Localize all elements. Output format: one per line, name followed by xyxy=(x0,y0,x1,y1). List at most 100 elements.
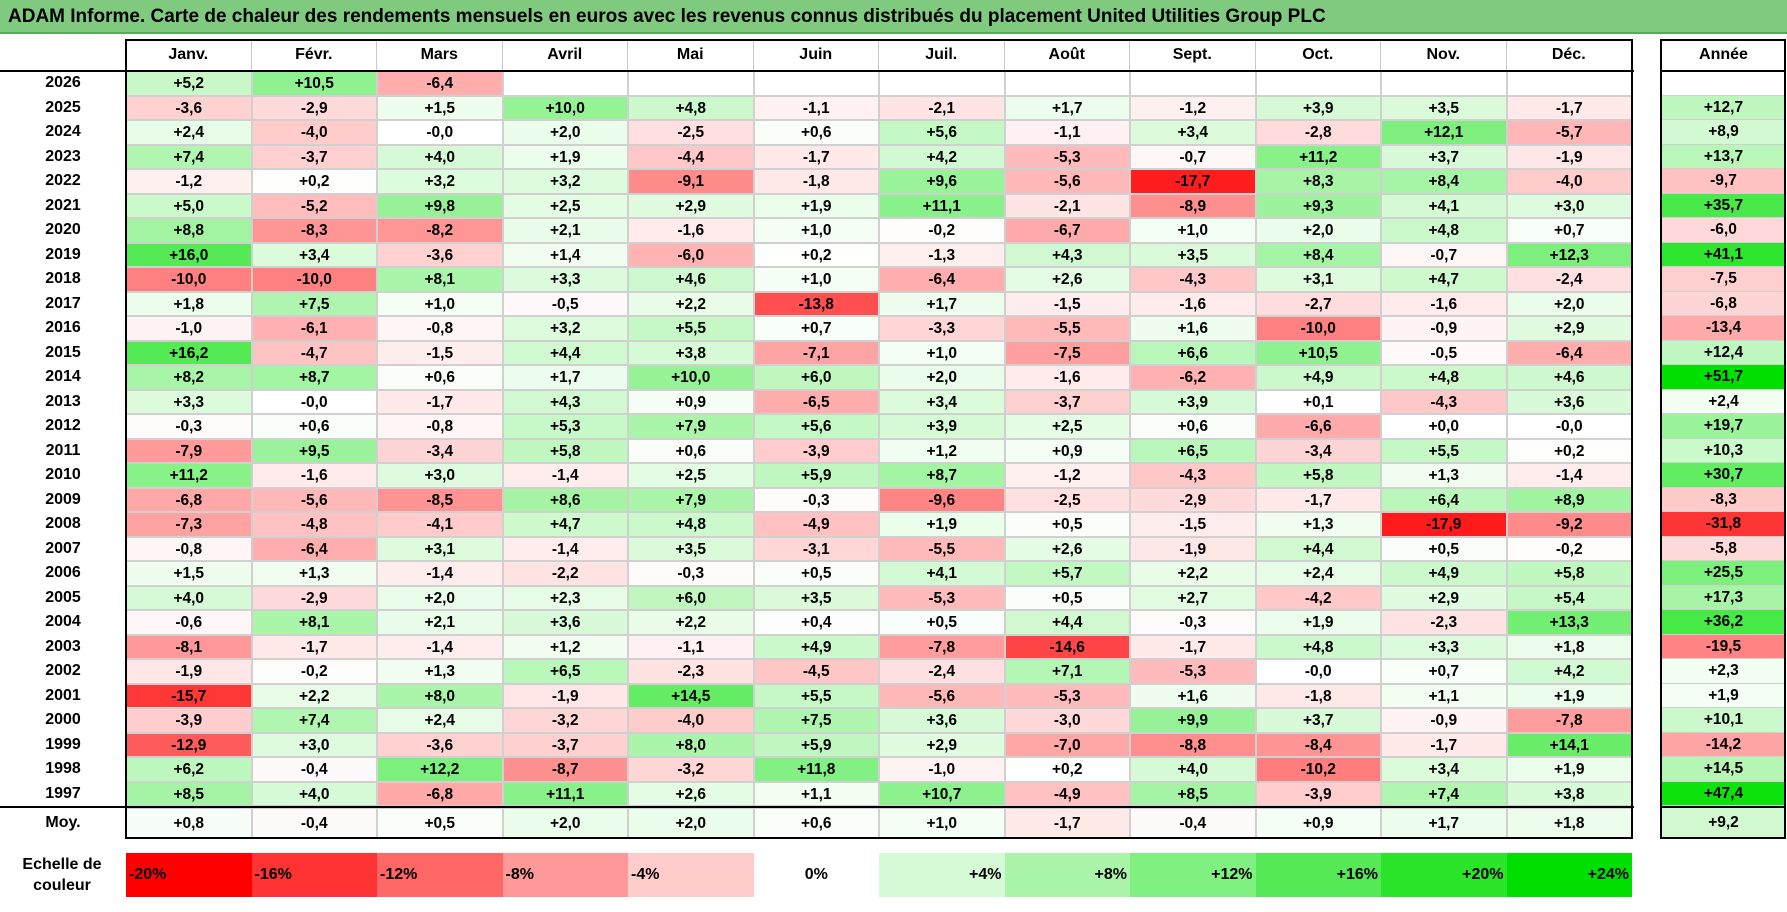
heatmap-cell: +1,3 xyxy=(1255,512,1381,537)
heatmap-cell: +1,2 xyxy=(879,438,1005,463)
header-divider xyxy=(1661,70,1786,72)
heatmap-cell: -1,4 xyxy=(502,536,628,561)
heatmap-cell: +1,5 xyxy=(126,561,252,586)
year-label: 2017 xyxy=(0,291,126,316)
heatmap-cell: -1,9 xyxy=(126,659,252,684)
heatmap-cell: +1,5 xyxy=(377,95,503,120)
heatmap-cell: +6,0 xyxy=(753,365,879,390)
heatmap-cell: -5,3 xyxy=(879,585,1005,610)
heatmap-cell: +4,4 xyxy=(1004,610,1130,635)
year-label: 2016 xyxy=(0,316,126,341)
heatmap-cell: +0,2 xyxy=(1506,438,1632,463)
heatmap-cell: +2,2 xyxy=(628,610,754,635)
heatmap-cell: -1,7 xyxy=(251,634,377,659)
heatmap-cell: +2,4 xyxy=(1255,561,1381,586)
heatmap-cell: -1,6 xyxy=(251,463,377,488)
heatmap-cell: +4,9 xyxy=(1381,561,1507,586)
heatmap-cell: -2,3 xyxy=(628,659,754,684)
heatmap-cell: +3,3 xyxy=(502,267,628,292)
heatmap-cell: +3,7 xyxy=(1255,708,1381,733)
heatmap-cell: -0,8 xyxy=(377,414,503,439)
heatmap-cell: +7,4 xyxy=(1381,781,1507,806)
heatmap-cell: +6,0 xyxy=(628,585,754,610)
year-label: 2001 xyxy=(0,683,126,708)
month-header: Nov. xyxy=(1381,40,1507,70)
annual-cell: +12,4 xyxy=(1661,340,1786,365)
heatmap-cell: +3,5 xyxy=(628,536,754,561)
heatmap-cell: +3,4 xyxy=(251,242,377,267)
heatmap-cell: +2,9 xyxy=(1381,585,1507,610)
heatmap-cell: -5,7 xyxy=(1506,120,1632,145)
heatmap-cell: -2,4 xyxy=(1506,267,1632,292)
heatmap-cell: +4,2 xyxy=(879,144,1005,169)
year-label: 2003 xyxy=(0,634,126,659)
heatmap-cell: +1,9 xyxy=(753,193,879,218)
heatmap-cell: +2,0 xyxy=(377,585,503,610)
heatmap-cell: -4,7 xyxy=(251,340,377,365)
month-header: Juin xyxy=(753,40,879,70)
heatmap-cell: +4,8 xyxy=(1381,218,1507,243)
heatmap-cell: +3,9 xyxy=(879,414,1005,439)
heatmap-cell: -1,5 xyxy=(1004,291,1130,316)
heatmap-cell: +0,5 xyxy=(753,561,879,586)
heatmap-cell: -5,5 xyxy=(879,536,1005,561)
heatmap-cell: -5,5 xyxy=(1004,316,1130,341)
heatmap-cell: +3,5 xyxy=(1381,95,1507,120)
heatmap-cell: +6,2 xyxy=(126,757,252,782)
year-label: 2021 xyxy=(0,193,126,218)
heatmap-cell: +0,5 xyxy=(879,610,1005,635)
heatmap-cell: +7,4 xyxy=(126,144,252,169)
heatmap-cell: -8,2 xyxy=(377,218,503,243)
year-label: 2009 xyxy=(0,487,126,512)
year-label: 2012 xyxy=(0,414,126,439)
heatmap-cell: -3,0 xyxy=(1004,708,1130,733)
heatmap-cell: +5,5 xyxy=(1381,438,1507,463)
heatmap-cell: +4,0 xyxy=(126,585,252,610)
heatmap-cell: +0,2 xyxy=(753,242,879,267)
heatmap-cell: +4,8 xyxy=(628,512,754,537)
heatmap-cell: -4,2 xyxy=(1255,585,1381,610)
heatmap-cell: +4,0 xyxy=(377,144,503,169)
heatmap-cell xyxy=(1381,71,1507,96)
heatmap-cell: -6,5 xyxy=(753,389,879,414)
annual-cell: -7,5 xyxy=(1661,267,1786,292)
heatmap-cell: +2,6 xyxy=(1004,267,1130,292)
heatmap-cell: -0,8 xyxy=(377,316,503,341)
month-header: Déc. xyxy=(1506,40,1632,70)
average-cell: -0,4 xyxy=(1130,808,1256,838)
heatmap-cell: +3,5 xyxy=(753,585,879,610)
heatmap-cell: -0,9 xyxy=(1381,708,1507,733)
heatmap-cell: +1,3 xyxy=(377,659,503,684)
heatmap-cell: +1,3 xyxy=(1381,463,1507,488)
heatmap-cell: -0,0 xyxy=(251,389,377,414)
year-label: 2026 xyxy=(0,71,126,96)
heatmap-cell: -1,7 xyxy=(1381,732,1507,757)
heatmap-cell: -4,4 xyxy=(628,144,754,169)
heatmap-cell: +7,5 xyxy=(251,291,377,316)
heatmap-cell: -0,8 xyxy=(126,536,252,561)
year-label: 2010 xyxy=(0,463,126,488)
heatmap-cell: +2,2 xyxy=(628,291,754,316)
heatmap-cell: -4,3 xyxy=(1130,463,1256,488)
heatmap-cell: +5,6 xyxy=(753,414,879,439)
heatmap-cell: +1,1 xyxy=(753,781,879,806)
heatmap-cell: +0,5 xyxy=(1004,512,1130,537)
heatmap-cell: +3,4 xyxy=(879,389,1005,414)
year-label: 1997 xyxy=(0,781,126,806)
heatmap-cell: -5,6 xyxy=(1004,169,1130,194)
heatmap-cell: +3,9 xyxy=(1255,95,1381,120)
heatmap-cell: +0,9 xyxy=(628,389,754,414)
heatmap-cell: +9,5 xyxy=(251,438,377,463)
heatmap-cell: -7,5 xyxy=(1004,340,1130,365)
heatmap-cell: +5,7 xyxy=(1004,561,1130,586)
average-cell: +2,0 xyxy=(628,808,754,838)
heatmap-cell: +2,0 xyxy=(1506,291,1632,316)
month-header: Févr. xyxy=(251,40,377,70)
heatmap-cell: +8,7 xyxy=(879,463,1005,488)
annual-cell: +10,3 xyxy=(1661,438,1786,463)
annual-cell xyxy=(1661,71,1786,96)
heatmap-cell: -1,6 xyxy=(1130,291,1256,316)
heatmap-cell: +0,6 xyxy=(1130,414,1256,439)
heatmap-cell: -10,2 xyxy=(1255,757,1381,782)
heatmap-cell: +16,2 xyxy=(126,340,252,365)
